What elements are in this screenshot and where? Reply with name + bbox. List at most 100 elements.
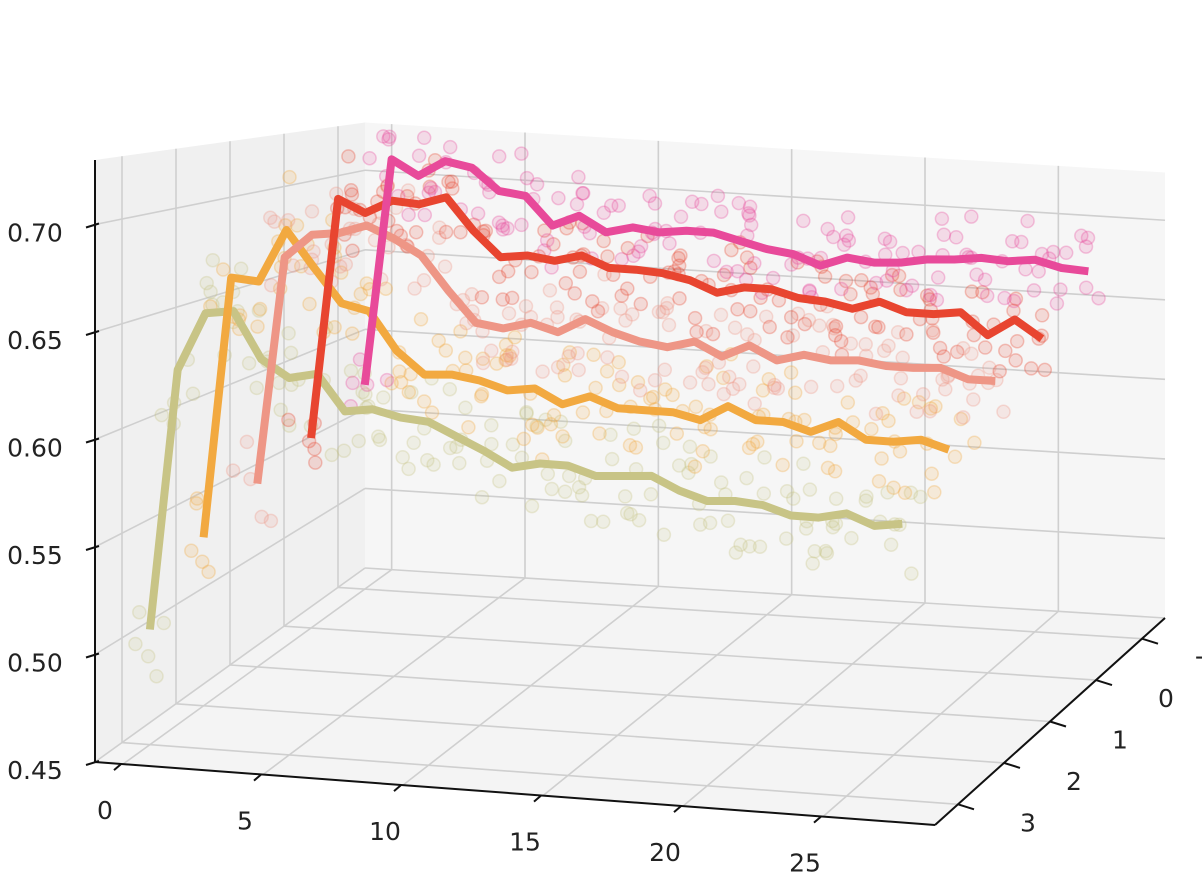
- scatter-point: [687, 459, 703, 474]
- scatter-point: [199, 275, 214, 291]
- scatter-point: [630, 374, 646, 390]
- scatter-point: [423, 180, 439, 196]
- scatter-point: [662, 236, 677, 251]
- scatter-point: [474, 387, 490, 402]
- scatter-point: [401, 207, 416, 223]
- scatter-point: [936, 227, 952, 243]
- scatter-point: [747, 396, 762, 411]
- grid-line: [94, 567, 366, 763]
- scatter-point: [684, 194, 700, 210]
- scatter-point: [614, 288, 629, 303]
- z-tick-label: 0.65: [7, 326, 63, 355]
- scatter-point: [556, 357, 571, 373]
- scatter-point: [695, 364, 710, 380]
- scatter-point: [604, 451, 620, 467]
- scatter-point: [728, 545, 744, 560]
- scatter-point: [996, 404, 1011, 420]
- scatter-point: [998, 343, 1013, 359]
- scatter-point: [464, 287, 480, 302]
- scatter-point: [452, 455, 467, 471]
- scatter-point: [154, 407, 169, 423]
- x-tick-label: 20: [649, 838, 681, 867]
- scatter-point: [540, 466, 556, 482]
- scatter-point: [393, 375, 409, 390]
- scatter-point: [384, 376, 399, 391]
- x-tick-label: 10: [369, 817, 401, 846]
- scatter-point: [537, 223, 552, 238]
- scatter-point: [913, 489, 928, 505]
- scatter-point: [251, 303, 267, 318]
- scatter-point: [544, 481, 560, 497]
- scatter-point: [892, 444, 908, 459]
- grid-line: [94, 487, 366, 656]
- z-tick-label: 0.60: [7, 434, 63, 463]
- scatter-point: [669, 426, 685, 441]
- scatter-point: [947, 449, 963, 465]
- scatter-point: [567, 286, 582, 301]
- scatter-point: [1037, 362, 1053, 378]
- scatter-point: [673, 248, 688, 263]
- scatter-point: [458, 400, 473, 415]
- scatter-point: [416, 273, 432, 288]
- grid-line: [364, 567, 1166, 619]
- scatter-point: [765, 270, 781, 286]
- scatter-point: [762, 319, 777, 335]
- scatter-point: [643, 487, 659, 502]
- scatter-point: [909, 404, 924, 419]
- scatter-point: [682, 439, 698, 454]
- scatter-point: [868, 406, 884, 422]
- scatter-point: [780, 330, 795, 345]
- scatter-point: [571, 362, 586, 378]
- scatter-point: [716, 386, 732, 402]
- scatter-point: [1034, 308, 1050, 323]
- scatter-point: [438, 224, 454, 240]
- scatter-point: [840, 395, 856, 410]
- scatter-point: [575, 405, 591, 420]
- scatter-point: [281, 412, 296, 428]
- scatter-point: [1008, 353, 1023, 368]
- x-tick-label: 5: [237, 807, 253, 836]
- scatter-point: [1014, 234, 1029, 250]
- scatter-point: [702, 515, 718, 531]
- scatter-point: [507, 330, 523, 345]
- scatter-point: [783, 309, 799, 325]
- scatter-point: [826, 229, 841, 245]
- scatter-point: [205, 252, 221, 268]
- scatter-point: [807, 544, 822, 559]
- grid-line: [175, 703, 1005, 764]
- scatter-point: [611, 198, 626, 213]
- x-tick-mark: [393, 784, 402, 792]
- scatter-point: [416, 394, 432, 409]
- y-tick-mark: [1095, 679, 1113, 687]
- z-tick-label: 0.50: [7, 649, 63, 678]
- scatter-point: [344, 187, 360, 202]
- scatter-point: [498, 337, 514, 353]
- scatter-point: [886, 480, 901, 495]
- scatter-point: [475, 355, 491, 371]
- scatter-point: [977, 340, 993, 355]
- scatter-point: [437, 259, 453, 274]
- scatter-point: [779, 484, 795, 499]
- scatter-point: [698, 323, 714, 339]
- scatter-point: [671, 258, 687, 274]
- scatter-point: [484, 343, 499, 358]
- scatter-point: [825, 519, 841, 535]
- scatter-point: [505, 437, 521, 452]
- scatter-point: [904, 278, 920, 293]
- scatter-point: [569, 197, 585, 212]
- scatter-point: [838, 273, 854, 289]
- back-pane: [365, 122, 1165, 618]
- scatter-point: [267, 214, 282, 229]
- scatter-point: [1053, 282, 1068, 297]
- scatter-point: [542, 283, 558, 298]
- scatter-point: [289, 218, 305, 233]
- scatter-point: [239, 434, 255, 450]
- scatter-point: [743, 303, 758, 319]
- scatter-point: [871, 319, 886, 335]
- scatter-point: [881, 338, 896, 354]
- scatter-point: [1018, 262, 1033, 277]
- scatter-point: [823, 438, 838, 454]
- tick-labels: 0 5 10 15 20 25 −1 0 1 2 3 0.45 0.50 0.55 0.60 0.65 0.70: [7, 219, 1202, 878]
- scatter-point: [628, 440, 644, 455]
